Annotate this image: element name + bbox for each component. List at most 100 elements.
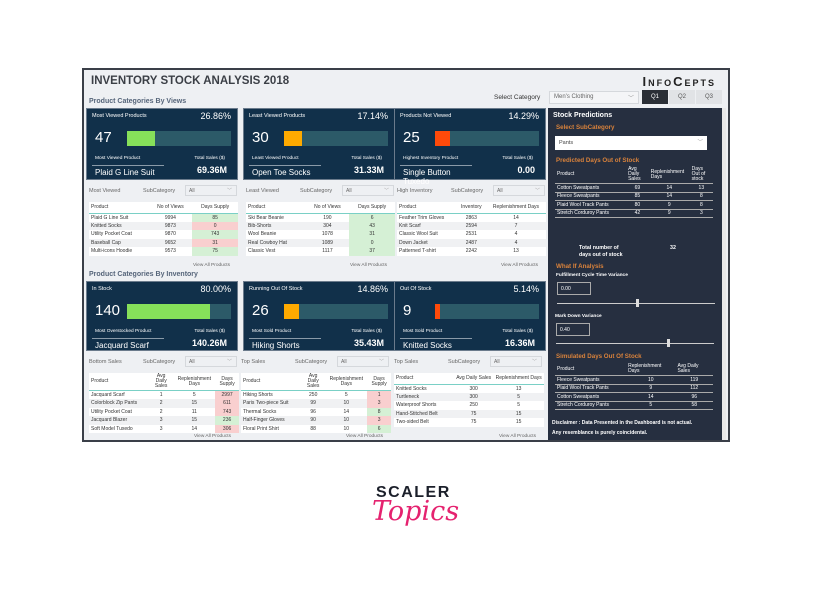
kpi-card: Least Viewed Products 17.14% 30 Least Viewe… <box>243 108 395 180</box>
table-row[interactable]: Feather Trim Gloves 2863 14 <box>397 213 546 222</box>
table-row[interactable]: Hiking Shorts 250 5 1 <box>241 390 391 399</box>
table-row[interactable]: Classic Wool Suit 2531 4 <box>397 230 546 239</box>
table-cell: Jacquard Blazer <box>91 417 128 424</box>
column-header[interactable]: Replenishment Days <box>325 373 368 391</box>
column-header[interactable]: Inventory <box>456 202 486 214</box>
fulfillment-input[interactable]: 0.00 <box>557 282 591 295</box>
table-row[interactable]: Knitted Socks 300 13 <box>394 384 544 393</box>
table-row[interactable]: Wool Beanie 1078 31 <box>246 230 395 239</box>
table-row[interactable]: Colorblock Zip Pants 2 15 611 <box>89 399 239 408</box>
scrollbar[interactable] <box>722 108 726 440</box>
table-row[interactable]: Stretch Corduroy Pants 42 9 3 <box>555 209 713 218</box>
disclaimer-note: Any resemblance is purely coincidental. <box>552 430 648 436</box>
column-header[interactable]: Days Supply <box>215 373 239 391</box>
column-header[interactable]: Product <box>555 166 627 184</box>
column-header[interactable]: Replenishment Days <box>173 373 216 391</box>
table-row[interactable]: Knit Scarf 2594 7 <box>397 221 546 230</box>
table-row[interactable]: Jacquard Blazer 3 15 236 <box>89 416 239 425</box>
column-header[interactable]: Avg Daily Sales <box>626 166 649 184</box>
column-header[interactable]: Product <box>397 202 457 214</box>
table-row[interactable]: Turtleneck 300 5 <box>394 392 544 401</box>
fulfillment-slider[interactable] <box>557 299 715 307</box>
column-header[interactable]: Days Out of stock <box>689 166 713 184</box>
column-header[interactable]: Avg Daily Sales <box>301 373 326 391</box>
table-row[interactable]: Patterned T-shirt 2242 13 <box>397 247 546 256</box>
table-row[interactable]: Hand-Stitched Belt 75 15 <box>394 409 544 418</box>
column-header[interactable]: Avg Daily Sales <box>454 373 494 385</box>
table-cell: 3 <box>159 417 163 424</box>
subcategory-dropdown[interactable]: All ﹀ <box>185 185 237 196</box>
column-header[interactable]: Replenishment Days <box>493 373 544 385</box>
table-row[interactable]: Multi-icons Hoodie 9573 75 <box>89 247 238 256</box>
progress-fill <box>435 131 450 146</box>
table-row[interactable]: Fleece Sweatpants 10 119 <box>555 375 713 385</box>
table-row[interactable]: Two-sided Belt 75 15 <box>394 418 544 427</box>
table-row[interactable]: Paris Two-piece Suit 99 10 3 <box>241 399 391 408</box>
column-header[interactable]: Product <box>555 363 627 376</box>
table-row[interactable]: Half-Finger Gloves 90 10 3 <box>241 416 391 425</box>
category-dropdown[interactable]: Men's Clothing ﹀ <box>549 91 639 104</box>
table-row[interactable]: Utility Pocket Coat 2 11 743 <box>89 407 239 416</box>
subcategory-dropdown[interactable]: All ﹀ <box>337 356 389 367</box>
column-header[interactable]: No of Views <box>305 202 350 214</box>
table-row[interactable]: Waterproof Shorts 250 5 <box>394 401 544 410</box>
column-header[interactable]: Product <box>394 373 454 385</box>
subcategory-dropdown[interactable]: Pants ﹀ <box>555 136 707 150</box>
table-row[interactable]: Plaid G Line Suit 9994 85 <box>89 213 238 222</box>
view-all-products-link[interactable]: View All Products <box>501 263 538 268</box>
column-header[interactable]: Days Supply <box>367 373 391 391</box>
table-row[interactable]: Utility Pocket Coat 9870 743 <box>89 230 238 239</box>
column-header[interactable]: Avg Daily Sales <box>675 363 713 376</box>
subcategory-label: SubCategory <box>143 188 176 194</box>
table-row[interactable]: Jacquard Scarf 1 5 2997 <box>89 390 239 399</box>
table-row[interactable]: Classic Vest 1117 37 <box>246 247 395 256</box>
table-row[interactable]: Plaid Wool Track Pants 80 9 8 <box>555 200 713 210</box>
table-row[interactable]: Stretch Corduroy Pants 5 58 <box>555 401 713 410</box>
table-cell: Multi-icons Hoodie <box>91 248 133 255</box>
table-row[interactable]: Thermal Socks 96 14 8 <box>241 407 391 416</box>
quarter-q2-button[interactable]: Q2 <box>669 90 695 104</box>
table-row[interactable]: Soft Model Tuxedo 3 14 306 <box>89 424 239 433</box>
column-header[interactable]: Replenishment Days <box>486 202 546 214</box>
table-row[interactable]: Fleece Sweatpants 85 14 8 <box>555 192 713 201</box>
table-row[interactable]: Floral Print Shirt 88 10 6 <box>241 424 391 433</box>
table-row[interactable]: Down Jacket 2487 4 <box>397 238 546 247</box>
slider-handle[interactable] <box>636 299 639 307</box>
view-all-products-link[interactable]: View All Products <box>346 434 383 439</box>
subcategory-dropdown[interactable]: All ﹀ <box>493 185 545 196</box>
table-cell: Patterned T-shirt <box>399 248 436 255</box>
table-row[interactable]: Real Cowboy Hat 1089 0 <box>246 238 395 247</box>
subcategory-dropdown[interactable]: All ﹀ <box>490 356 542 367</box>
table-row[interactable]: Knitted Socks 9873 0 <box>89 221 238 230</box>
column-header[interactable]: Avg Daily Sales <box>149 373 174 391</box>
table-row[interactable]: Cotton Sweatpants 69 14 13 <box>555 183 713 193</box>
column-header[interactable]: Days Supply <box>349 202 395 214</box>
column-header[interactable]: Replenishment Days <box>648 166 690 184</box>
view-all-products-link[interactable]: View All Products <box>499 434 536 439</box>
subcategory-dropdown[interactable]: All ﹀ <box>342 185 394 196</box>
table-row[interactable]: Bib-Shorts 304 43 <box>246 221 395 230</box>
slider-handle[interactable] <box>666 339 670 347</box>
table-row[interactable]: Baseball Cap 9652 31 <box>89 238 238 247</box>
column-header[interactable]: Replenishment Days <box>626 363 676 376</box>
column-header[interactable]: Product <box>89 202 149 214</box>
column-header[interactable]: Product <box>246 202 306 214</box>
table-row[interactable]: Cotton Sweatpants 14 96 <box>555 392 713 402</box>
table-filter-row: High Inventory SubCategory All ﹀ <box>397 185 546 199</box>
quarter-q3-button[interactable]: Q3 <box>696 90 722 104</box>
column-header[interactable]: Product <box>241 373 301 391</box>
view-all-products-link[interactable]: View All Products <box>193 263 230 268</box>
markdown-slider[interactable] <box>556 339 714 347</box>
quarter-q1-button[interactable]: Q1 <box>642 90 668 104</box>
subcategory-dropdown[interactable]: All ﹀ <box>185 356 237 367</box>
table-row[interactable]: Plaid Wool Track Pants 9 112 <box>555 384 713 393</box>
column-header[interactable]: No of Views <box>148 202 193 214</box>
view-all-products-link[interactable]: View All Products <box>350 263 387 268</box>
column-header[interactable]: Days Supply <box>192 202 238 214</box>
progress-bar <box>284 131 388 146</box>
column-header[interactable]: Product <box>89 373 149 391</box>
view-all-products-link[interactable]: View All Products <box>194 434 231 439</box>
table-row[interactable]: Ski Bear Beanie 190 6 <box>246 213 395 222</box>
table-cell: 3 <box>367 416 391 425</box>
markdown-input[interactable]: 0.40 <box>556 323 590 336</box>
